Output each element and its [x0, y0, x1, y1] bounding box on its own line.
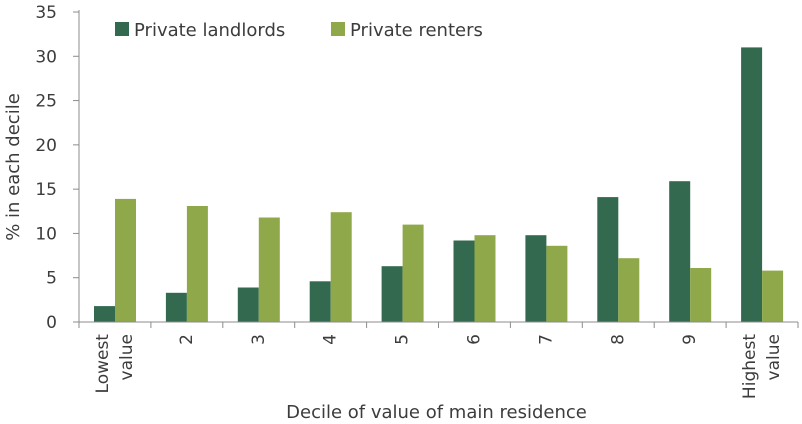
y-tick-label: 10	[35, 224, 57, 244]
bar-landlords-3	[237, 287, 259, 322]
x-tick-label: Lowest	[93, 334, 113, 394]
x-tick-label: 6	[464, 334, 484, 345]
legend-label-landlords: Private landlords	[134, 20, 285, 41]
x-tick-label: 9	[680, 334, 700, 345]
bar-renters-1	[115, 198, 136, 322]
bar-renters-3	[258, 217, 280, 322]
bar-renters-2	[186, 206, 208, 322]
bar-renters-4	[330, 212, 352, 322]
bar-renters-6	[474, 235, 496, 322]
bar-renters-5	[402, 224, 424, 322]
y-axis-title: % in each decile	[3, 93, 24, 241]
y-tick-label: 0	[46, 313, 57, 333]
x-tick-label: 2	[177, 334, 197, 345]
bar-renters-9	[690, 268, 712, 322]
bar-landlords-10	[741, 47, 763, 323]
x-axis: Lowest value 2 3 4 5 6 7 8 9 Highest value	[78, 321, 799, 399]
y-tick-label: 15	[35, 180, 57, 200]
legend-label-renters: Private renters	[350, 20, 483, 41]
x-tick-label: 5	[393, 334, 413, 345]
legend: Private landlords Private renters	[115, 20, 483, 41]
x-tick-label: 3	[249, 334, 269, 345]
legend-swatch-renters	[331, 22, 345, 36]
x-tick-label: 4	[321, 334, 341, 345]
x-tick-label: value	[764, 334, 784, 380]
y-tick-label: 5	[46, 269, 57, 289]
y-tick-label: 25	[35, 92, 57, 112]
bar-renters-8	[618, 258, 640, 322]
bar-renters-10	[762, 270, 784, 322]
bar-landlords-7	[525, 235, 547, 322]
x-tick-label: 8	[608, 334, 628, 345]
bar-landlords-8	[597, 197, 619, 322]
bar-landlords-9	[669, 181, 691, 322]
bar-renters-7	[546, 245, 568, 322]
y-tick-label: 30	[35, 47, 57, 67]
legend-swatch-landlords	[115, 22, 129, 36]
x-tick-label: value	[117, 334, 137, 380]
bars-group	[94, 47, 784, 323]
y-tick-label: 35	[35, 3, 57, 23]
y-axis: 0 5 10 15 20 25 30 35	[35, 3, 80, 333]
bar-landlords-4	[309, 281, 331, 322]
bar-landlords-2	[165, 292, 187, 322]
bar-landlords-5	[381, 266, 403, 322]
bar-landlords-6	[453, 240, 475, 322]
x-tick-label: Highest	[740, 334, 760, 399]
bar-landlords-1	[94, 306, 115, 322]
x-axis-title: Decile of value of main residence	[286, 402, 587, 423]
x-tick-label: 7	[536, 334, 556, 345]
y-tick-label: 20	[35, 136, 57, 156]
